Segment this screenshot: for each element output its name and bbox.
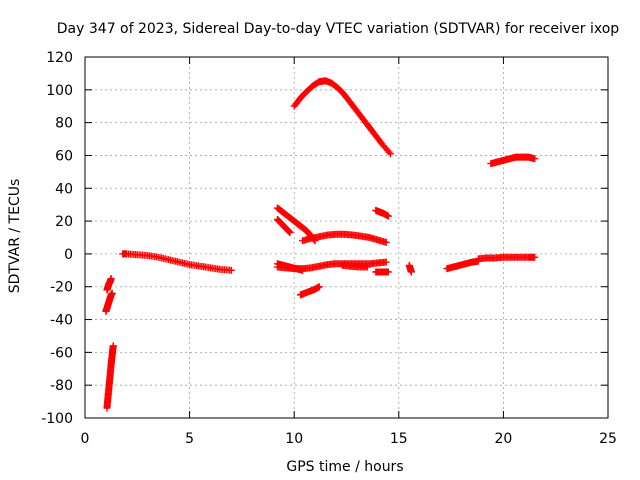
series-arc-1c bbox=[103, 342, 117, 412]
series-arc-6 bbox=[273, 215, 294, 237]
y-axis-label: SDTVAR / TECUs bbox=[7, 179, 23, 294]
data-point bbox=[107, 275, 115, 283]
y-tick-label: 120 bbox=[46, 50, 73, 66]
series-arc-16 bbox=[487, 153, 539, 168]
x-tick-label: 25 bbox=[599, 431, 617, 447]
data-point bbox=[227, 266, 235, 274]
y-tick-label: 100 bbox=[46, 83, 73, 99]
y-tick-label: 60 bbox=[55, 148, 73, 164]
data-point bbox=[385, 148, 393, 156]
x-tick-label: 0 bbox=[81, 431, 90, 447]
series-arc-1b bbox=[102, 289, 116, 315]
x-tick-label: 20 bbox=[494, 431, 512, 447]
data-point bbox=[384, 212, 392, 220]
data-point bbox=[382, 238, 390, 246]
data-point bbox=[407, 268, 415, 276]
x-tick-label: 5 bbox=[185, 431, 194, 447]
y-tick-label: 0 bbox=[64, 247, 73, 263]
chart-title: Day 347 of 2023, Sidereal Day-to-day VTE… bbox=[57, 21, 620, 37]
series-arc-10 bbox=[338, 261, 371, 271]
series-arc-3 bbox=[296, 283, 323, 299]
series-arc-15 bbox=[474, 253, 539, 263]
data-point bbox=[109, 342, 117, 350]
y-tick-label: 40 bbox=[55, 181, 73, 197]
y-tick-label: -40 bbox=[50, 313, 73, 329]
data-point bbox=[299, 266, 307, 274]
plot-frame bbox=[84, 56, 609, 419]
series-arc-12 bbox=[372, 206, 392, 220]
grid bbox=[85, 57, 608, 418]
series-arc-14 bbox=[443, 257, 482, 273]
x-axis-label: GPS time / hours bbox=[286, 459, 403, 475]
y-tick-label: -80 bbox=[50, 378, 73, 394]
y-tick-label: -20 bbox=[50, 280, 73, 296]
data-point bbox=[315, 283, 323, 291]
y-axis-ticks: -100 -80 -60 -40 -20 0 20 40 60 80 100 120 bbox=[41, 50, 608, 427]
y-tick-label: 20 bbox=[55, 214, 73, 230]
y-tick-label: -60 bbox=[50, 345, 73, 361]
series-arc-1a bbox=[103, 275, 115, 294]
data-point bbox=[382, 258, 390, 266]
series-arc-4 bbox=[290, 77, 394, 158]
x-axis-ticks: 0 5 10 15 20 25 bbox=[81, 57, 617, 447]
data-point bbox=[531, 155, 539, 163]
data-points bbox=[102, 77, 539, 412]
series-arc-11 bbox=[372, 268, 392, 276]
data-point bbox=[108, 289, 116, 297]
series-arc-9 bbox=[273, 260, 307, 274]
series-arc-13 bbox=[405, 261, 415, 276]
data-point bbox=[286, 229, 294, 237]
y-tick-label: 80 bbox=[55, 116, 73, 132]
data-point bbox=[384, 268, 392, 276]
y-tick-label: -100 bbox=[41, 411, 73, 427]
series-arc-7 bbox=[299, 230, 390, 246]
data-point bbox=[386, 150, 394, 158]
series-arc-2 bbox=[119, 250, 235, 274]
x-tick-label: 15 bbox=[390, 431, 408, 447]
data-point bbox=[363, 263, 371, 271]
x-tick-label: 10 bbox=[285, 431, 303, 447]
data-point bbox=[531, 253, 539, 261]
